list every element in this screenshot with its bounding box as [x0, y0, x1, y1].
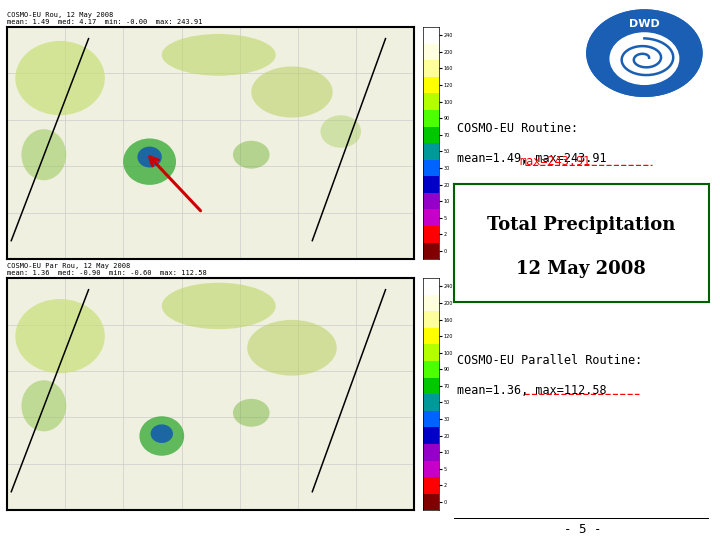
Bar — [423, 494, 439, 510]
Bar — [423, 27, 439, 44]
Text: mean=1.49, max=243.91: mean=1.49, max=243.91 — [457, 152, 607, 165]
Ellipse shape — [15, 299, 105, 373]
Ellipse shape — [251, 66, 333, 118]
Text: mean=1.36, max=112.58: mean=1.36, max=112.58 — [457, 384, 607, 397]
Ellipse shape — [22, 129, 66, 180]
Bar — [423, 461, 439, 477]
Bar — [423, 77, 439, 93]
Bar — [423, 44, 439, 60]
Ellipse shape — [150, 424, 173, 443]
Bar — [423, 411, 439, 427]
Bar — [423, 278, 439, 295]
Bar — [423, 110, 439, 126]
Bar — [423, 477, 439, 494]
Text: DWD: DWD — [629, 19, 660, 29]
Bar — [423, 60, 439, 77]
Bar — [423, 361, 439, 377]
Bar — [423, 311, 439, 328]
Circle shape — [587, 10, 702, 96]
Text: COSMO-EU Rou, 12 May 2008
mean: 1.49  med: 4.17  min: -0.00  max: 243.91: COSMO-EU Rou, 12 May 2008 mean: 1.49 med… — [7, 12, 203, 25]
Text: - 5 -: - 5 - — [564, 523, 602, 536]
Bar — [423, 427, 439, 444]
Bar — [423, 345, 439, 361]
Ellipse shape — [140, 416, 184, 456]
Text: COSMO-EU Parallel Routine:: COSMO-EU Parallel Routine: — [457, 354, 642, 368]
Ellipse shape — [233, 399, 269, 427]
Circle shape — [610, 33, 679, 84]
Bar — [423, 295, 439, 311]
Ellipse shape — [162, 34, 276, 76]
Bar — [423, 394, 439, 411]
Ellipse shape — [123, 138, 176, 185]
Text: COSMO-EU Par Rou, 12 May 2008
mean: 1.36  med: -0.90  min: -0.60  max: 112.58: COSMO-EU Par Rou, 12 May 2008 mean: 1.36… — [7, 264, 207, 276]
Bar — [423, 328, 439, 345]
Text: Total Precipitation: Total Precipitation — [487, 216, 675, 234]
Ellipse shape — [138, 146, 162, 167]
Ellipse shape — [15, 41, 105, 115]
Ellipse shape — [162, 283, 276, 329]
Ellipse shape — [22, 380, 66, 431]
Bar — [423, 176, 439, 193]
Bar — [423, 143, 439, 160]
Text: COSMO-EU Routine:: COSMO-EU Routine: — [457, 122, 578, 136]
Bar — [423, 226, 439, 242]
Bar — [423, 93, 439, 110]
Bar — [423, 210, 439, 226]
Text: 12 May 2008: 12 May 2008 — [516, 260, 647, 278]
Bar — [423, 444, 439, 461]
Bar — [423, 193, 439, 210]
Text: max=243.91: max=243.91 — [520, 154, 591, 168]
Bar — [423, 126, 439, 143]
Ellipse shape — [247, 320, 337, 376]
Ellipse shape — [320, 115, 361, 148]
Bar — [423, 242, 439, 259]
Bar — [423, 160, 439, 176]
Bar — [423, 377, 439, 394]
Ellipse shape — [233, 141, 269, 168]
